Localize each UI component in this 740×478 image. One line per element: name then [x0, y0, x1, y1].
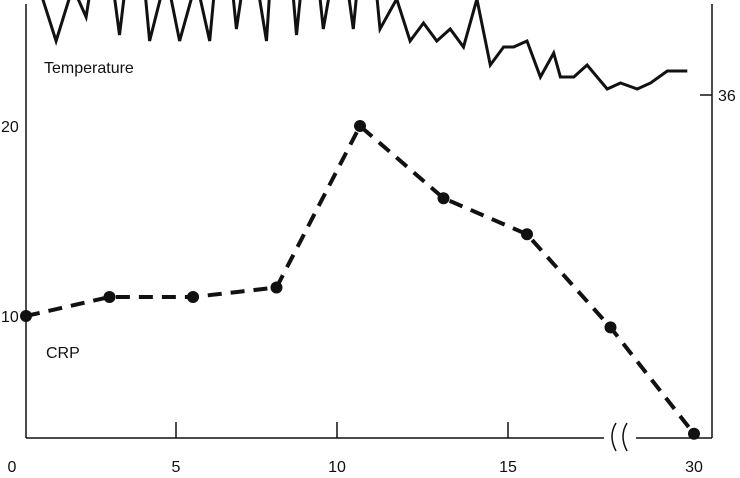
crp-point — [270, 281, 283, 294]
series-label-crp: CRP — [46, 345, 80, 362]
x-tick-label: 5 — [172, 459, 181, 476]
crp-point — [688, 427, 700, 440]
right-y-tick-label: 36 — [718, 88, 736, 105]
crp-point — [20, 310, 32, 322]
crp-point — [604, 321, 617, 334]
crp-point — [437, 192, 450, 205]
axis-break-mark — [611, 422, 617, 452]
left-y-tick-label: 10 — [1, 309, 19, 326]
temperature-line — [41, 0, 688, 91]
axes — [25, 4, 713, 452]
x-tick-label: 15 — [499, 459, 517, 476]
x-tick-label: 0 — [8, 459, 17, 476]
x-tick-label: 10 — [328, 459, 346, 476]
series-markers — [20, 120, 700, 440]
crp-point — [187, 291, 199, 303]
series-label-temperature: Temperature — [44, 60, 134, 77]
series-lines — [25, 0, 696, 436]
crp-point — [354, 120, 366, 132]
left-y-tick-label: 20 — [1, 119, 19, 136]
crp-point — [103, 291, 116, 303]
x-tick-label: 30 — [685, 459, 703, 476]
axis-break-mark — [622, 422, 628, 452]
crp-line — [25, 122, 696, 436]
crp-point — [521, 228, 533, 241]
